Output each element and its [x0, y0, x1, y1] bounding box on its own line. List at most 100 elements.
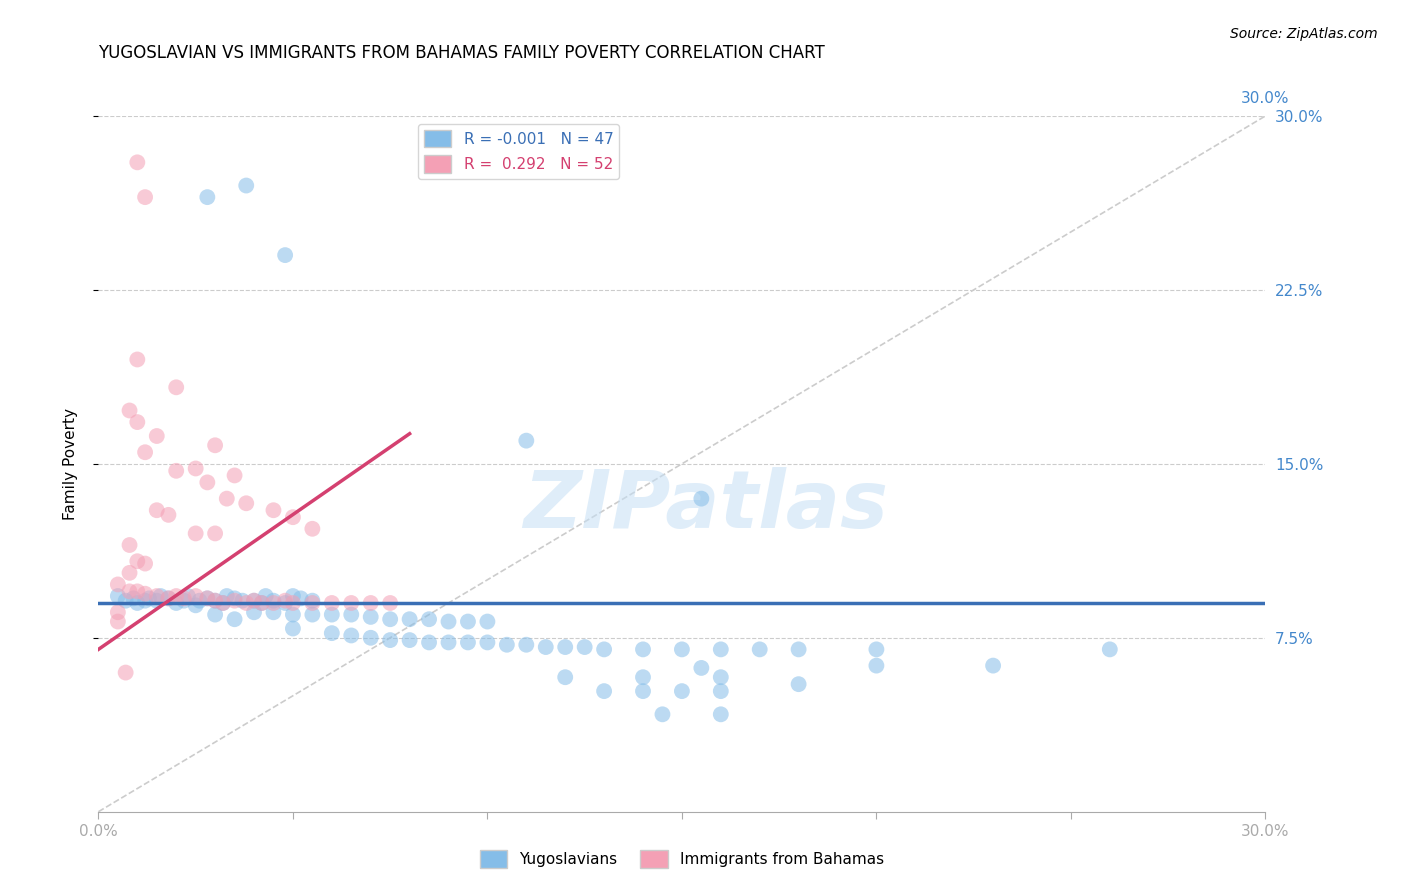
Point	[631, 684, 654, 698]
Point	[398, 612, 420, 626]
Point	[165, 464, 187, 478]
Point	[195, 475, 218, 490]
Legend: Yugoslavians, Immigrants from Bahamas: Yugoslavians, Immigrants from Bahamas	[474, 844, 890, 873]
Point	[114, 665, 136, 680]
Point	[215, 589, 238, 603]
Point	[224, 591, 246, 606]
Point	[281, 607, 304, 622]
Point	[262, 605, 284, 619]
Point	[515, 638, 537, 652]
Point	[250, 596, 273, 610]
Point	[122, 591, 145, 606]
Point	[195, 591, 218, 606]
Point	[114, 593, 136, 607]
Point	[157, 591, 180, 606]
Point	[204, 607, 226, 622]
Point	[157, 508, 180, 522]
Point	[321, 626, 343, 640]
Point	[134, 190, 156, 204]
Point	[477, 635, 499, 649]
Point	[184, 599, 207, 613]
Point	[340, 596, 363, 610]
Point	[301, 596, 323, 610]
Point	[340, 628, 363, 642]
Point	[254, 589, 277, 603]
Point	[107, 605, 129, 619]
Point	[262, 596, 284, 610]
Point	[204, 593, 226, 607]
Point	[204, 438, 226, 452]
Point	[378, 596, 402, 610]
Point	[631, 642, 654, 657]
Point	[710, 670, 733, 684]
Point	[184, 589, 207, 603]
Point	[360, 596, 382, 610]
Point	[118, 566, 141, 580]
Point	[157, 591, 180, 606]
Point	[360, 631, 382, 645]
Point	[262, 593, 284, 607]
Point	[1098, 642, 1121, 657]
Point	[107, 589, 129, 603]
Point	[173, 591, 195, 606]
Point	[787, 642, 810, 657]
Point	[215, 491, 238, 506]
Point	[281, 596, 304, 610]
Point	[574, 640, 596, 654]
Point	[118, 584, 141, 599]
Point	[418, 612, 440, 626]
Text: Source: ZipAtlas.com: Source: ZipAtlas.com	[1230, 27, 1378, 41]
Point	[690, 491, 713, 506]
Point	[177, 589, 200, 603]
Point	[418, 635, 440, 649]
Point	[710, 707, 733, 722]
Point	[340, 607, 363, 622]
Text: ZIPatlas: ZIPatlas	[523, 467, 887, 545]
Point	[243, 605, 266, 619]
Point	[235, 596, 257, 610]
Point	[457, 615, 479, 629]
Point	[243, 593, 266, 607]
Point	[378, 612, 402, 626]
Point	[231, 593, 253, 607]
Point	[173, 593, 195, 607]
Point	[138, 591, 160, 606]
Point	[146, 589, 169, 603]
Point	[437, 635, 460, 649]
Point	[281, 589, 304, 603]
Point	[204, 593, 226, 607]
Point	[212, 596, 235, 610]
Point	[262, 503, 284, 517]
Point	[127, 596, 149, 610]
Point	[515, 434, 537, 448]
Point	[127, 352, 149, 367]
Point	[321, 596, 343, 610]
Point	[398, 633, 420, 648]
Point	[127, 584, 149, 599]
Point	[710, 642, 733, 657]
Point	[477, 615, 499, 629]
Point	[184, 461, 207, 475]
Point	[301, 607, 323, 622]
Point	[437, 615, 460, 629]
Point	[195, 591, 218, 606]
Point	[274, 248, 297, 262]
Point	[188, 593, 211, 607]
Point	[534, 640, 557, 654]
Point	[235, 178, 257, 193]
Point	[865, 658, 887, 673]
Point	[631, 670, 654, 684]
Point	[118, 403, 141, 417]
Point	[457, 635, 479, 649]
Point	[127, 415, 149, 429]
Point	[107, 577, 129, 591]
Point	[290, 591, 312, 606]
Point	[134, 445, 156, 459]
Point	[301, 522, 323, 536]
Point	[274, 593, 297, 607]
Point	[651, 707, 673, 722]
Point	[593, 642, 616, 657]
Point	[787, 677, 810, 691]
Point	[165, 596, 187, 610]
Text: YUGOSLAVIAN VS IMMIGRANTS FROM BAHAMAS FAMILY POVERTY CORRELATION CHART: YUGOSLAVIAN VS IMMIGRANTS FROM BAHAMAS F…	[98, 45, 825, 62]
